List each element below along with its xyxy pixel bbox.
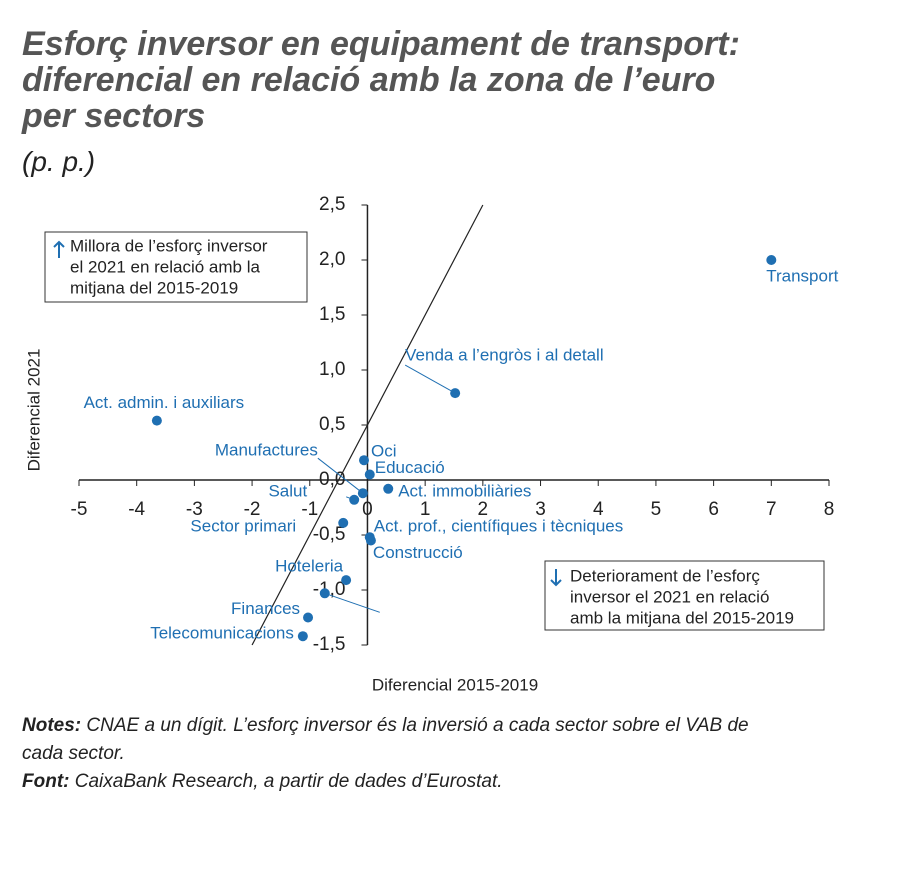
point-label: Salut: [268, 481, 307, 500]
x-tick-label: 3: [535, 499, 546, 520]
x-tick-label: -1: [301, 499, 318, 520]
source: Font: CaixaBank Research, a partir de da…: [22, 768, 782, 796]
annotation-text: Deteriorament de l’esforç: [570, 566, 760, 585]
leader-line: [324, 592, 380, 613]
point-label: Act. immobiliàries: [398, 481, 531, 500]
source-label: Font:: [22, 771, 70, 792]
x-tick-label: 5: [651, 499, 662, 520]
title-line: Esforç inversor en equipament de transpo…: [22, 25, 740, 63]
point-label: Hoteleria: [275, 557, 344, 576]
arrow-up: [53, 240, 65, 258]
point-label: Educació: [375, 458, 445, 477]
point: [359, 455, 369, 466]
annotation-box: [544, 560, 825, 631]
annotation-text: mitjana del 2015-2019: [70, 278, 238, 297]
point-label: Manufactures: [215, 441, 318, 460]
chart-title: Esforç inversor en equipament de transpo…: [22, 26, 740, 134]
y-tick-label: 1,5: [319, 304, 345, 325]
y-tick-label: 2,5: [319, 194, 345, 215]
point-label: Telecomunicacions: [150, 624, 294, 643]
y-tick-label: 0,5: [319, 414, 345, 435]
point-label: Oci: [371, 442, 397, 461]
y-tick-label: -1,5: [313, 634, 346, 655]
point: [341, 575, 352, 586]
point-label: Finances: [231, 599, 300, 618]
annotation-text: inversor el 2021 en relació: [570, 587, 769, 606]
point: [383, 483, 394, 494]
y-tick-label: 0,0: [319, 469, 345, 490]
annotation-text: el 2021 en relació amb la: [70, 257, 261, 276]
point: [364, 469, 375, 480]
x-axis-label: Diferencial 2015-2019: [372, 675, 538, 694]
point: [357, 488, 368, 499]
footnotes: Notes: CNAE a un dígit. L’esforç inverso…: [22, 712, 782, 796]
annotation-text: amb la mitjana del 2015-2019: [570, 608, 794, 627]
arrow-down: [550, 569, 562, 587]
notes-label: Notes:: [22, 715, 82, 736]
title-line: diferencial en relació amb la zona de l’…: [22, 61, 716, 99]
x-tick-label: 0: [362, 499, 373, 520]
source-text: CaixaBank Research, a partir de dades d’…: [74, 771, 503, 792]
point-label: Sector primari: [190, 516, 296, 535]
x-tick-label: 2: [478, 499, 489, 520]
annotation-text: Millora de l’esforç inversor: [70, 236, 268, 255]
notes: Notes: CNAE a un dígit. L’esforç inverso…: [22, 712, 782, 768]
x-tick-label: -5: [71, 499, 88, 520]
y-axis-label: Diferencial 2021: [24, 349, 43, 472]
point: [766, 255, 777, 265]
x-tick-label: 8: [824, 499, 835, 520]
subtitle: (p. p.): [22, 146, 96, 177]
x-tick-label: -3: [186, 499, 203, 520]
point-label: Transport: [766, 266, 838, 285]
title-line: per sectors: [22, 97, 206, 135]
point: [450, 388, 461, 399]
leader-line: [317, 457, 364, 494]
point: [365, 535, 376, 546]
chart: Diferencial 2015-2019 Diferencial 2021 -…: [24, 194, 838, 694]
point-label: Act. admin. i auxiliars: [84, 393, 245, 412]
x-tick-label: -4: [128, 499, 145, 520]
point: [338, 517, 349, 528]
point-label: Construcció: [373, 543, 463, 562]
point: [151, 415, 162, 426]
point-label: Act. prof., científiques i tècniques: [374, 517, 623, 536]
y-tick-label: -0,5: [313, 524, 346, 545]
y-tick-label: 2,0: [319, 249, 345, 270]
annotation-box: [44, 231, 308, 303]
x-tick-label: 7: [766, 499, 777, 520]
x-tick-label: 4: [593, 499, 604, 520]
x-tick-label: 1: [420, 499, 431, 520]
reference-line: [251, 204, 484, 646]
notes-text: CNAE a un dígit. L’esforç inversor és la…: [22, 715, 749, 764]
point: [303, 612, 314, 623]
leader-line: [404, 364, 456, 394]
point: [297, 631, 308, 642]
point: [349, 494, 360, 505]
y-tick-label: 1,0: [319, 359, 345, 380]
y-tick-label: -1,0: [313, 579, 346, 600]
point-label: Venda a l’engròs i al detall: [405, 346, 603, 365]
x-tick-label: -2: [244, 499, 261, 520]
x-tick-label: 6: [708, 499, 719, 520]
point: [319, 588, 330, 599]
